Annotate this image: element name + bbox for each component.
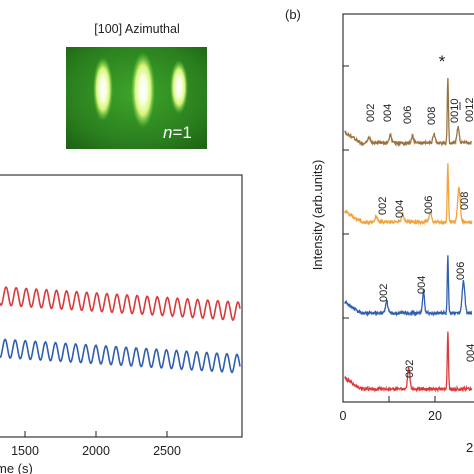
xrd-series-brown xyxy=(344,77,473,148)
rheed-title: [100] Azimuthal xyxy=(94,22,179,36)
peak-label-orange-004: 004 xyxy=(394,200,406,218)
rheed-streak-right xyxy=(170,60,188,114)
substrate-star: * xyxy=(439,52,446,71)
peak-label-brown-004: 004 xyxy=(382,104,394,122)
panel-b-yticks xyxy=(343,65,349,319)
panel-b: (b) Intensity (arb.units) 0 20 2 * 002 0… xyxy=(285,7,474,455)
panel-a-ticks xyxy=(24,431,168,437)
xrd-series-blue xyxy=(344,255,473,317)
peak-label-brown-002: 002 xyxy=(365,104,377,122)
rheed-streak-left xyxy=(93,57,113,121)
panel-a-series-blue xyxy=(0,338,241,374)
panel-b-ylabel: Intensity (arb.units) xyxy=(310,160,325,271)
rheed-panel: [100] Azimuthal n=1 xyxy=(66,22,207,149)
peak-label-brown-006: 006 xyxy=(402,106,414,124)
xrd-series-red xyxy=(344,331,473,394)
peak-label-orange-008: 008 xyxy=(459,192,471,210)
rheed-n-rest: =1 xyxy=(172,123,191,142)
peak-label-blue-002: 002 xyxy=(378,284,390,302)
panel-a-series-red xyxy=(0,286,241,322)
panel-a: 1500 2000 2500 me (s) xyxy=(0,174,243,474)
panel-a-tick-label-2500: 2500 xyxy=(153,444,181,458)
panel-a-tick-label-1500: 1500 xyxy=(11,444,39,458)
peak-label-red-004: 004 xyxy=(465,344,474,362)
peak-label-orange-002: 002 xyxy=(377,197,389,215)
panel-a-frame xyxy=(0,174,243,438)
rheed-n-label: n=1 xyxy=(163,123,192,142)
peak-label-brown-008: 008 xyxy=(426,107,438,125)
rheed-streaks xyxy=(93,52,188,128)
panel-b-xticks xyxy=(388,396,436,402)
peak-label-brown-0010: 0010 xyxy=(449,99,461,123)
xrd-series-orange xyxy=(344,163,473,226)
peak-label-blue-004: 004 xyxy=(416,276,428,294)
panel-b-tick-label-0: 0 xyxy=(340,409,347,423)
panel-b-frame xyxy=(342,13,474,403)
peak-label-orange-006: 006 xyxy=(423,196,435,214)
rheed-n-italic: n xyxy=(163,123,172,142)
panel-b-label: (b) xyxy=(285,7,301,22)
peak-label-red-002: 002 xyxy=(404,360,416,378)
peak-label-brown-0012: 0012 xyxy=(464,98,474,122)
panel-a-tick-label-2000: 2000 xyxy=(82,444,110,458)
panel-b-xlabel: 2 xyxy=(466,440,473,455)
panel-a-xlabel: me (s) xyxy=(0,461,33,474)
panel-b-tick-label-20: 20 xyxy=(428,409,442,423)
rheed-streak-center xyxy=(131,52,155,128)
peak-label-blue-006: 006 xyxy=(455,262,467,280)
